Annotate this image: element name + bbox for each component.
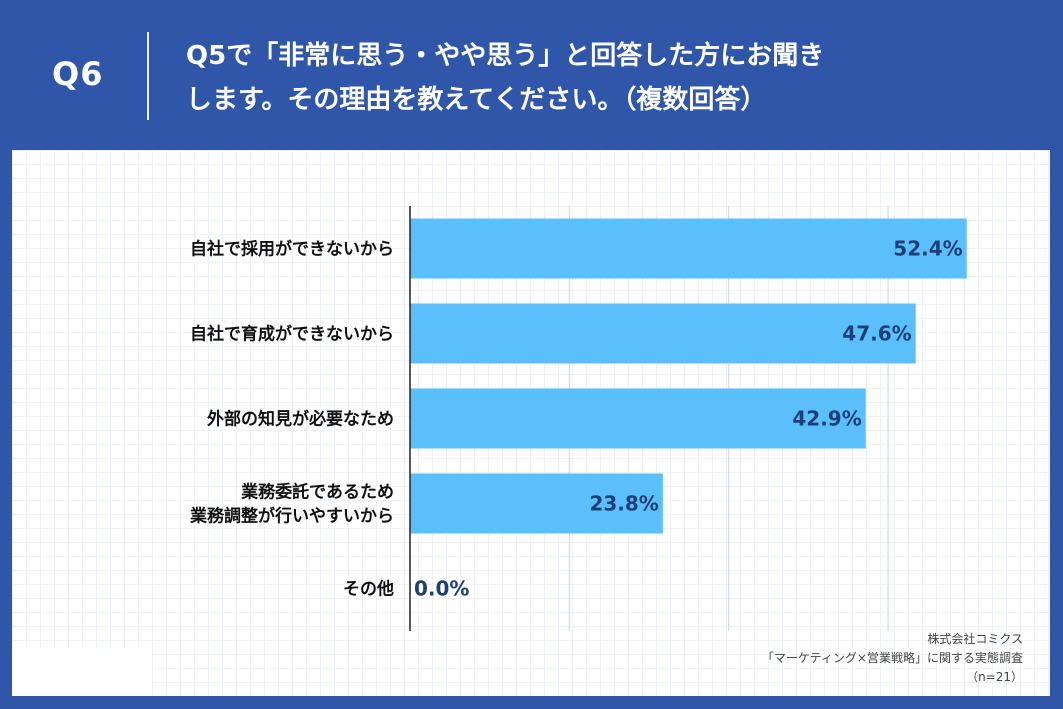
- corner-block: [12, 648, 152, 696]
- category-label: 外部の知見が必要なため: [207, 409, 394, 430]
- source-sample: （n=21）: [966, 670, 1023, 684]
- category-label: 業務調整が行いやすいから: [190, 506, 394, 527]
- bar: [410, 473, 663, 534]
- data-label: 0.0%: [414, 577, 469, 601]
- data-label: 47.6%: [842, 322, 911, 346]
- header: Q6 Q5で「非常に思う・やや思う」と回答した方にお聞き します。その理由を教え…: [0, 0, 1063, 150]
- bar: [410, 388, 866, 449]
- category-label: 自社で育成ができないから: [190, 324, 394, 345]
- source-company: 株式会社コミクス: [927, 632, 1023, 646]
- category-label: 自社で採用ができないから: [190, 239, 394, 260]
- category-label: その他: [343, 579, 394, 600]
- source-survey: 「マーケティング×営業戦略」に関する実態調査: [761, 651, 1023, 665]
- question-line-2: します。その理由を教えてください。（複数回答）: [186, 85, 767, 115]
- source-note: 株式会社コミクス 「マーケティング×営業戦略」に関する実態調査 （n=21）: [762, 630, 1023, 687]
- question-line-1: Q5で「非常に思う・やや思う」と回答した方にお聞き: [186, 41, 825, 71]
- bar: [410, 218, 967, 279]
- category-label: 業務委託であるため: [241, 482, 394, 503]
- question-number: Q6: [52, 55, 104, 93]
- data-label: 23.8%: [589, 492, 658, 516]
- header-divider: [147, 32, 149, 120]
- bar: [410, 303, 916, 364]
- data-label: 52.4%: [893, 237, 962, 261]
- data-label: 42.9%: [792, 407, 861, 431]
- question-text: Q5で「非常に思う・やや思う」と回答した方にお聞き します。その理由を教えてくだ…: [186, 34, 1026, 122]
